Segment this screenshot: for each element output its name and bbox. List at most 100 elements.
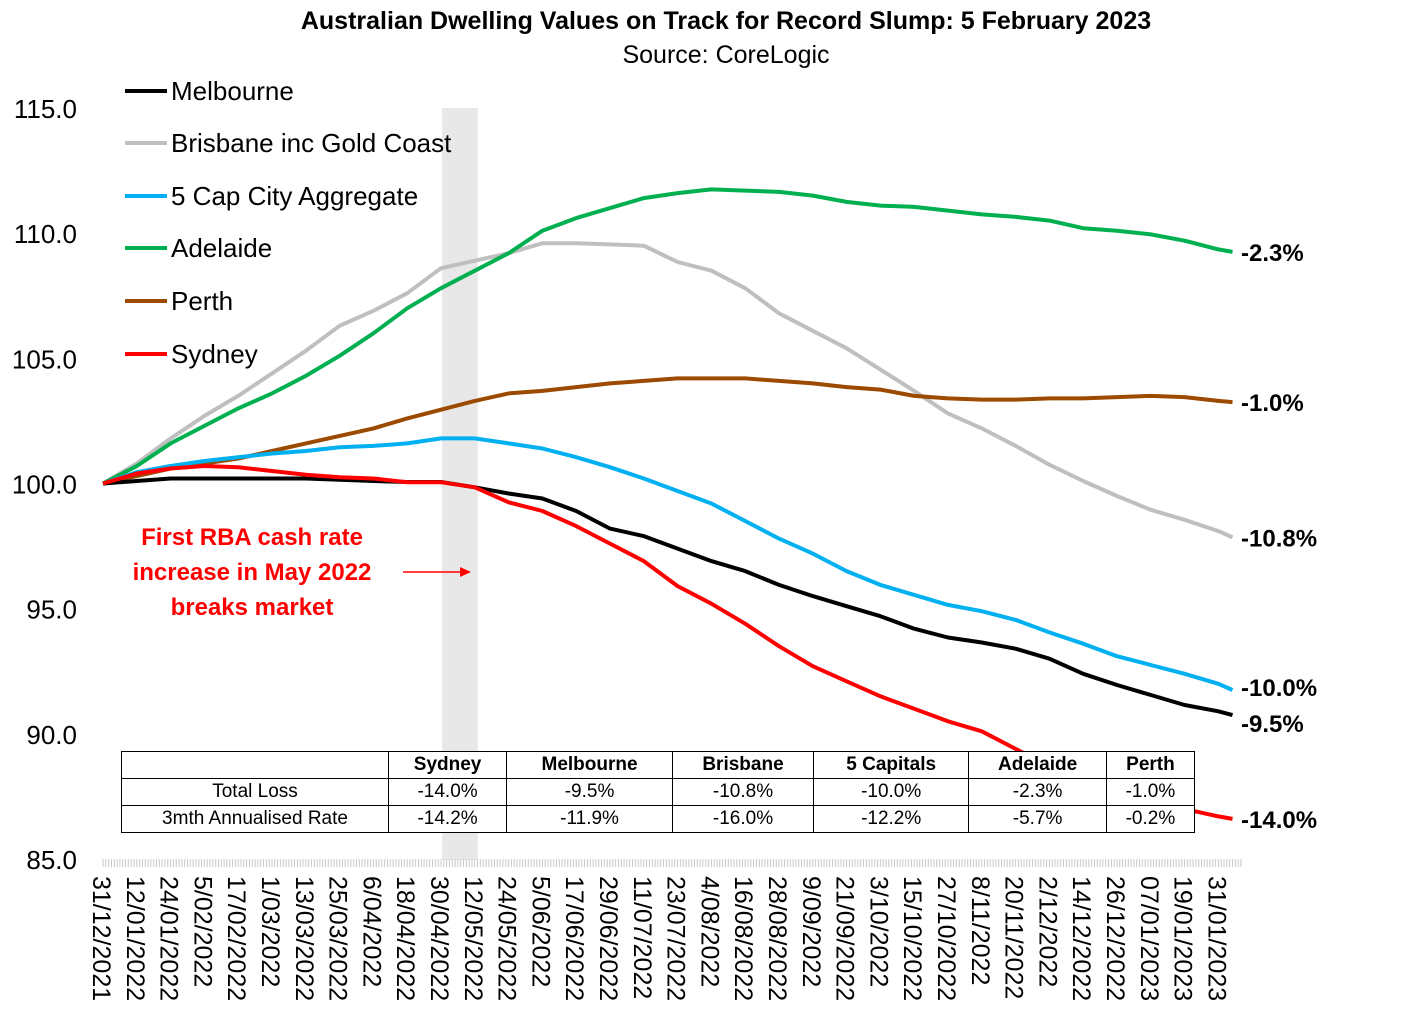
x-tick-label: 5/02/2022 [188,876,216,987]
x-tick-label: 17/02/2022 [222,876,250,1001]
annotation-line-1: First RBA cash rate [141,524,363,551]
x-tick-label: 24/05/2022 [493,876,521,1001]
x-tick-label: 5/06/2022 [526,876,554,987]
x-tick-label: 4/08/2022 [695,876,723,987]
legend-item: Adelaide [125,233,272,263]
x-axis-minor-ticks [102,859,1242,867]
series-line-brisbane-inc-gold-coast [101,241,1234,540]
x-tick-label: 18/04/2022 [391,876,419,1001]
table-cell: -10.0% [813,778,970,806]
x-tick-label: 25/03/2022 [324,876,352,1001]
x-tick-label: 6/04/2022 [357,876,385,987]
table-header: Perth [1105,751,1196,779]
x-tick-label: 17/06/2022 [560,876,588,1001]
x-tick-label: 8/11/2022 [966,876,994,985]
legend-item: Brisbane inc Gold Coast [125,128,452,158]
table-row: Total Loss -14.0% -9.5% -10.8% -10.0% -2… [121,778,1196,806]
table-row: 3mth Annualised Rate -14.2% -11.9% -16.0… [121,805,1196,833]
table-cell: -1.0% [1105,778,1196,806]
x-tick-label: 2/12/2022 [1033,876,1061,987]
annotation-arrowhead [460,567,471,577]
table-cell: -5.7% [968,805,1107,833]
x-tick-label: 20/11/2022 [1000,876,1028,999]
end-label: -14.0% [1241,807,1317,834]
legend-label: 5 Cap City Aggregate [171,181,418,211]
x-tick-label: 07/01/2023 [1135,876,1163,1001]
legend-label: Sydney [171,339,258,369]
x-tick-label: 24/01/2022 [155,876,183,1001]
end-label: -2.3% [1241,240,1304,267]
legend-item: Perth [125,286,233,316]
x-tick-label: 19/01/2023 [1169,876,1197,1001]
annotation-line-2: increase in May 2022 [133,559,372,586]
x-tick-label: 1/03/2022 [256,876,284,987]
x-tick-label: 28/08/2022 [763,876,791,1001]
legend: Melbourne Brisbane inc Gold Coast 5 Cap Ci… [125,76,452,369]
table-header-blank [121,751,389,779]
table-cell: -12.2% [813,805,970,833]
end-label: -9.5% [1241,711,1304,738]
x-tick-label: 30/04/2022 [425,876,453,1001]
x-tick-label: 15/10/2022 [898,876,926,1001]
annotation: First RBA cash rate increase in May 2022… [133,524,471,621]
x-tick-label: 13/03/2022 [290,876,318,1001]
series-line-perth [102,376,1233,486]
y-axis: 115.0 110.0 105.0 100.0 95.0 90.0 85.0 [12,94,77,875]
x-tick-label: 3/10/2022 [864,876,892,987]
annotation-line-3: breaks market [171,594,334,621]
end-labels: -9.5% -10.8% -10.0% -2.3% -1.0% -14.0% [1241,240,1317,834]
table-header: Sydney [387,751,508,779]
y-tick-label: 85.0 [26,845,77,875]
series-line-5-cap-city-aggregate [102,436,1234,692]
row-label: Total Loss [121,778,389,806]
table-header: Melbourne [506,751,673,779]
y-tick-label: 90.0 [26,720,77,750]
table-cell: -10.8% [671,778,815,806]
table-header-row: Sydney Melbourne Brisbane 5 Capitals Ade… [121,751,1196,779]
y-tick-label: 100.0 [12,470,77,500]
series-lines [101,187,1234,821]
chart-subtitle: Source: CoreLogic [622,41,829,69]
x-tick-label: 26/12/2022 [1101,876,1129,1001]
x-tick-label: 12/01/2022 [121,876,149,1001]
end-label: -10.8% [1241,525,1317,552]
y-tick-label: 105.0 [12,344,77,374]
legend-label: Perth [171,286,233,316]
legend-label: Adelaide [171,233,272,263]
table-cell: -0.2% [1105,805,1196,833]
legend-label: Melbourne [171,76,294,106]
legend-item: Melbourne [125,76,294,106]
table-cell: -2.3% [968,778,1107,806]
x-tick-label: 29/06/2022 [594,876,622,1001]
series-line-melbourne [102,476,1234,718]
end-label: -1.0% [1241,390,1304,417]
table-cell: -11.9% [506,805,673,833]
x-tick-label: 12/05/2022 [459,876,487,1001]
x-tick-label: 31/12/2021 [87,876,115,1001]
end-label: -10.0% [1241,675,1317,702]
table-cell: -16.0% [671,805,815,833]
legend-item: Sydney [125,339,258,369]
legend-label: Brisbane inc Gold Coast [171,128,452,158]
x-tick-label: 14/12/2022 [1067,876,1095,1001]
x-tick-label: 27/10/2022 [932,876,960,1001]
x-tick-label: 16/08/2022 [729,876,757,1001]
table-header: Brisbane [671,751,815,779]
series-line-adelaide [102,187,1233,486]
x-tick-label: 23/07/2022 [662,876,690,1001]
x-tick-label: 31/01/2023 [1202,876,1230,1001]
x-axis: 31/12/2021 12/01/2022 24/01/2022 5/02/2022 1… [87,876,1230,1001]
x-tick-label: 21/09/2022 [831,876,859,1001]
legend-item: 5 Cap City Aggregate [125,181,418,211]
table-cell: -14.2% [387,805,508,833]
x-tick-label: 11/07/2022 [628,876,656,999]
y-tick-label: 115.0 [14,94,77,124]
summary-table: Sydney Melbourne Brisbane 5 Capitals Ade… [121,751,1196,833]
row-label: 3mth Annualised Rate [121,805,389,833]
table-header: 5 Capitals [813,751,970,779]
y-tick-label: 110.0 [14,219,77,249]
chart-title: Australian Dwelling Values on Track for … [301,7,1151,35]
table-cell: -9.5% [506,778,673,806]
table-header: Adelaide [968,751,1107,779]
